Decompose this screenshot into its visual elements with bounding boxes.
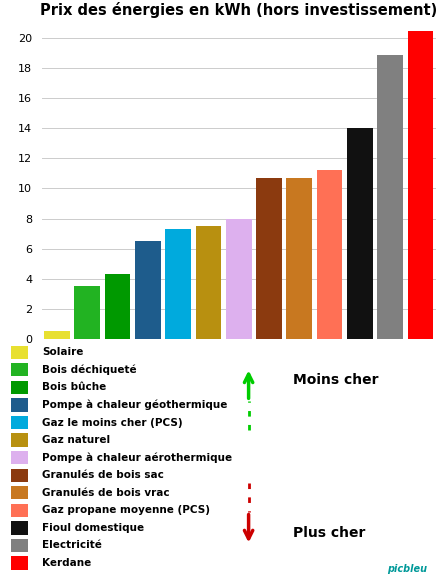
Bar [11,416,28,429]
Bar [347,129,373,339]
Text: Bois bûche: Bois bûche [42,382,106,393]
Text: Pompe à chaleur géothermique: Pompe à chaleur géothermique [42,400,227,411]
Bar [105,274,130,339]
Text: Moins cher: Moins cher [293,372,378,387]
Text: Pompe à chaleur aérothermique: Pompe à chaleur aérothermique [42,452,232,463]
Bar [11,556,28,570]
Bar [11,346,28,359]
Text: Gaz propane moyenne (PCS): Gaz propane moyenne (PCS) [42,505,210,515]
Bar [11,381,28,394]
Bar [11,468,28,482]
Text: picbleu: picbleu [387,564,427,574]
Bar [195,226,221,339]
Text: Kerdane: Kerdane [42,558,91,568]
Bar [165,229,191,339]
Bar [286,178,312,339]
Bar [11,486,28,499]
Bar [226,218,252,339]
Bar [11,398,28,412]
Bar [135,241,161,339]
Text: Granulés de bois sac: Granulés de bois sac [42,470,164,480]
Title: Prix des énergies en kWh (hors investissement): Prix des énergies en kWh (hors investiss… [40,2,437,18]
Text: Fioul domestique: Fioul domestique [42,523,144,533]
Text: Plus cher: Plus cher [293,526,365,540]
Bar [74,286,100,339]
Bar [317,170,342,339]
Text: Gaz naturel: Gaz naturel [42,435,110,445]
Bar [44,331,70,339]
Text: Solaire: Solaire [42,347,83,357]
Text: Bois déchiqueté: Bois déchiqueté [42,365,136,375]
Bar [11,434,28,447]
Text: Electricité: Electricité [42,540,102,551]
Bar [377,55,403,339]
Bar [407,31,433,339]
Bar [256,178,282,339]
Text: Granulés de bois vrac: Granulés de bois vrac [42,488,169,498]
Bar [11,363,28,376]
Bar [11,539,28,552]
Bar [11,521,28,534]
Text: Gaz le moins cher (PCS): Gaz le moins cher (PCS) [42,417,183,427]
Bar [11,451,28,464]
Bar [11,504,28,517]
